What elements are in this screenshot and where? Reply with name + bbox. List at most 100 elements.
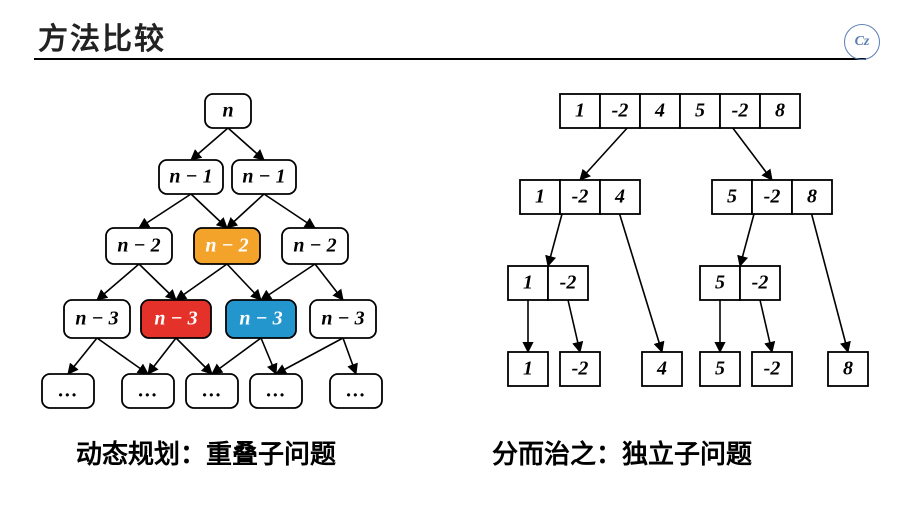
left-caption: 动态规划：重叠子问题 xyxy=(76,434,336,471)
svg-text:…: … xyxy=(202,380,222,402)
cell-value: 5 xyxy=(715,358,725,380)
tree-node: n − 1 xyxy=(159,160,223,194)
svg-text:n − 2: n − 2 xyxy=(117,235,160,257)
cell-value: 5 xyxy=(715,272,725,294)
tree-node: … xyxy=(122,374,174,408)
edge xyxy=(812,214,848,352)
edge xyxy=(97,264,139,300)
svg-text:n − 2: n − 2 xyxy=(205,235,248,257)
cell-value: -2 xyxy=(612,100,629,122)
university-logo: Cz xyxy=(844,24,880,60)
cell-value: 8 xyxy=(807,186,817,208)
tree-node: n − 2 xyxy=(282,228,348,264)
svg-text:n − 3: n − 3 xyxy=(239,308,282,330)
svg-text:…: … xyxy=(138,380,158,402)
right-tree-diagram: 1 -2 4 5 -2 8 1 -2 4 5 -2 8 1 -2 5 -2 1 -2 4 5 -2 8 xyxy=(450,74,890,434)
svg-text:n − 3: n − 3 xyxy=(75,308,118,330)
cell-value: 1 xyxy=(523,272,533,294)
svg-text:n − 3: n − 3 xyxy=(154,308,197,330)
edge xyxy=(191,194,227,228)
svg-text:n − 1: n − 1 xyxy=(169,166,212,188)
cell-value: -2 xyxy=(764,186,781,208)
svg-text:n: n xyxy=(222,100,233,122)
edge xyxy=(548,214,562,266)
logo-glyph: Cz xyxy=(855,34,870,50)
cell-value: 4 xyxy=(614,186,625,208)
edge xyxy=(261,338,276,374)
tree-node: n − 3 xyxy=(64,300,130,338)
array-group: 1 -2 4 5 -2 8 xyxy=(560,94,800,128)
cell-value: 1 xyxy=(523,358,533,380)
array-group: 5 xyxy=(700,352,740,386)
cell-value: 8 xyxy=(775,100,785,122)
edge xyxy=(343,338,356,374)
svg-text:…: … xyxy=(266,380,286,402)
edge xyxy=(261,264,315,300)
cell-value: -2 xyxy=(560,272,577,294)
slide: 方法比较 Cz nn − 1n − 1n − 2n − 2n − 2n − 3n… xyxy=(0,0,900,505)
edge xyxy=(315,264,343,300)
cell-value: 4 xyxy=(654,100,665,122)
svg-text:…: … xyxy=(58,380,78,402)
cell-value: -2 xyxy=(752,272,769,294)
svg-text:n − 2: n − 2 xyxy=(293,235,336,257)
edge xyxy=(740,214,754,266)
cell-value: -2 xyxy=(732,100,749,122)
cell-value: -2 xyxy=(572,186,589,208)
array-group: 5 -2 8 xyxy=(712,180,832,214)
tree-node: … xyxy=(186,374,238,408)
svg-text:n − 3: n − 3 xyxy=(321,308,364,330)
array-group: 1 -2 4 xyxy=(520,180,640,214)
cell-value: 1 xyxy=(575,100,585,122)
cell-value: -2 xyxy=(572,358,589,380)
edge xyxy=(176,264,227,300)
left-tree-diagram: n n − 1 n − 1 n − 2 n − 2 n − 2 n − 3 n − 3 n − … xyxy=(10,74,430,434)
cell-value: 4 xyxy=(656,358,667,380)
array-group: 8 xyxy=(828,352,868,386)
edge xyxy=(68,338,97,374)
edge xyxy=(191,128,228,160)
page-title: 方法比较 xyxy=(38,14,166,58)
tree-node: n − 1 xyxy=(232,160,296,194)
edge xyxy=(264,194,315,228)
cell-value: -2 xyxy=(764,358,781,380)
title-underline xyxy=(34,58,866,60)
cell-value: 8 xyxy=(843,358,853,380)
tree-node: n − 2 xyxy=(194,228,260,264)
tree-node: n xyxy=(205,94,251,128)
edge xyxy=(139,264,176,300)
cell-value: 5 xyxy=(695,100,705,122)
diagram-area: n n − 1 n − 1 n − 2 n − 2 n − 2 n − 3 n − 3 n − … xyxy=(0,70,900,470)
edge xyxy=(733,128,772,180)
edges xyxy=(528,128,848,352)
edge xyxy=(276,338,343,374)
edge xyxy=(139,194,191,228)
cell-value: 1 xyxy=(535,186,545,208)
edge xyxy=(568,300,580,352)
edge xyxy=(620,214,662,352)
svg-text:n − 1: n − 1 xyxy=(242,166,285,188)
groups: 1 -2 4 5 -2 8 1 -2 4 5 -2 8 1 -2 5 -2 1 -2 4 5 -2 8 xyxy=(508,94,868,386)
array-group: -2 xyxy=(560,352,600,386)
edge xyxy=(227,264,261,300)
edge xyxy=(176,338,212,374)
edge xyxy=(228,128,264,160)
cell-value: 5 xyxy=(727,186,737,208)
edge xyxy=(580,128,627,180)
edge xyxy=(97,338,148,374)
tree-node: … xyxy=(330,374,382,408)
edge xyxy=(148,338,176,374)
tree-node: n − 2 xyxy=(106,228,172,264)
edge xyxy=(227,194,264,228)
array-group: 1 xyxy=(508,352,548,386)
array-group: 1 -2 xyxy=(508,266,588,300)
right-caption: 分而治之：独立子问题 xyxy=(492,434,752,471)
tree-node: n − 3 xyxy=(226,300,296,338)
array-group: -2 xyxy=(752,352,792,386)
array-group: 5 -2 xyxy=(700,266,780,300)
svg-text:…: … xyxy=(346,380,366,402)
tree-node: n − 3 xyxy=(310,300,376,338)
tree-node: … xyxy=(42,374,94,408)
edge xyxy=(760,300,772,352)
edge xyxy=(212,338,261,374)
